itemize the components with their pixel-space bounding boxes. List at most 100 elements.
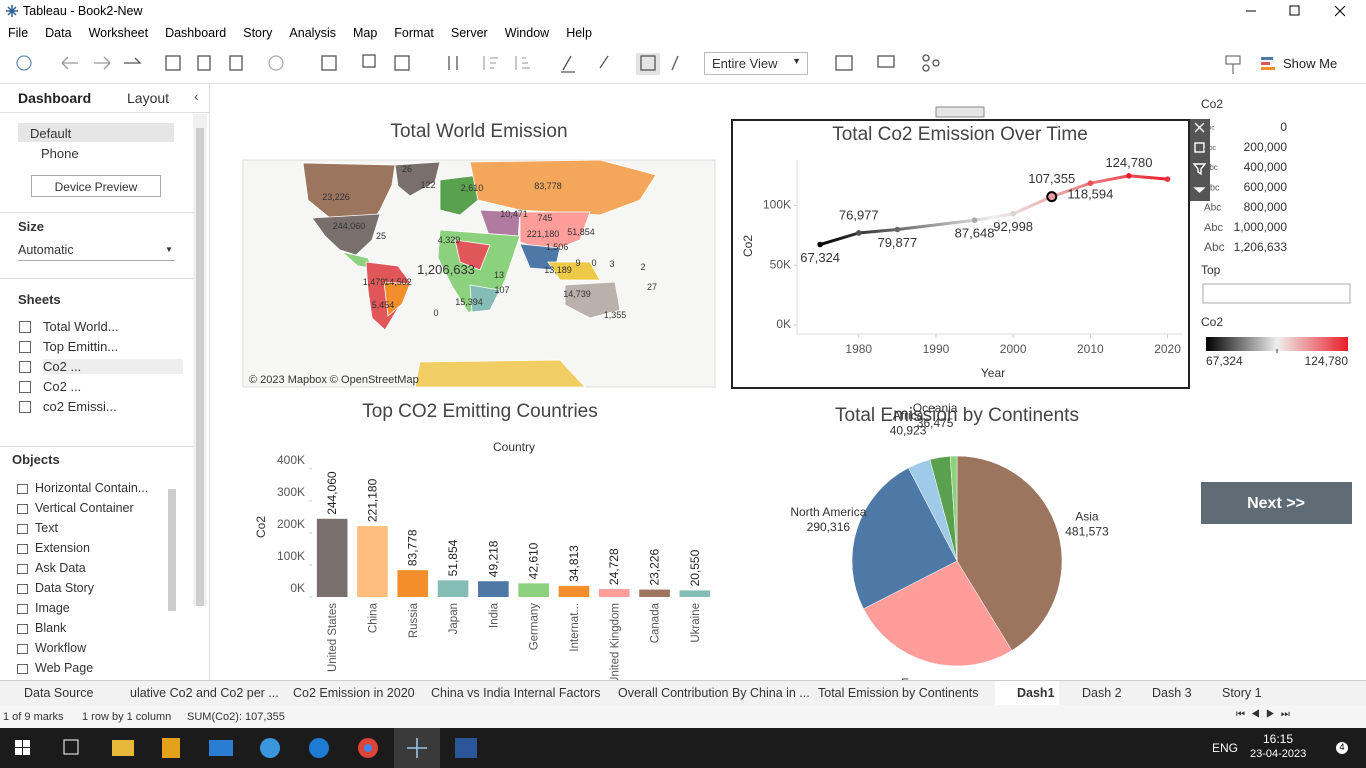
sheet-tab[interactable]: Overall Contribution By China in ... (618, 686, 810, 700)
window-controls[interactable] (1236, 0, 1366, 22)
panel-tab[interactable]: Layout (127, 90, 170, 106)
x-tick-label: China (367, 602, 379, 633)
menu-item[interactable]: Dashboard (165, 26, 227, 40)
objects-heading: Objects (12, 452, 60, 467)
menu-item[interactable]: Server (450, 26, 488, 40)
sheet-tabs: Data Source ulative Co2 and Co2 per ... Co… (0, 680, 1366, 705)
object-item[interactable]: Horizontal Contain... (35, 481, 149, 495)
taskbar-icons[interactable] (0, 728, 520, 768)
next-button[interactable] (1201, 482, 1352, 524)
section-divider (0, 278, 193, 279)
menu-item[interactable]: File (8, 26, 29, 40)
menu-item[interactable]: Map (352, 26, 378, 40)
menu-item[interactable]: Worksheet (88, 26, 149, 40)
slice-value: 40,923 (890, 423, 927, 437)
object-item[interactable]: Data Story (35, 581, 95, 595)
sheet-tab[interactable]: Data Source (24, 686, 94, 700)
sheet-item[interactable]: Co2 ... (43, 379, 82, 394)
sheet-item[interactable]: Total World... (43, 319, 119, 334)
object-item[interactable]: Web Page (35, 661, 94, 675)
x-tick-label: 2020 (1154, 342, 1181, 356)
bar (397, 570, 429, 597)
next-button-label[interactable]: Next >> (1247, 495, 1305, 512)
x-tick-label: 1990 (923, 342, 950, 356)
show-me-icon[interactable] (1260, 55, 1278, 73)
toolbar-icons[interactable] (0, 44, 700, 84)
line-point (1010, 211, 1016, 217)
container-toolbar[interactable] (1190, 119, 1210, 201)
filter-title: Top (1201, 263, 1221, 277)
sheet-item[interactable]: Top Emittin... (43, 339, 119, 354)
size-label: 600,000 (1244, 180, 1288, 194)
sheet-item[interactable]: Co2 ... (43, 359, 183, 374)
page-nav[interactable]: ⏮◀▶⏭ (1236, 709, 1296, 720)
map-label: 1,355 (604, 310, 627, 320)
y-tick-label: 400K (277, 453, 305, 467)
y-tick-label: 300K (277, 485, 305, 499)
object-item[interactable]: Image (35, 601, 70, 615)
sheet-tab[interactable]: Story 1 (1222, 686, 1262, 700)
sheet-tab[interactable]: Dash 2 (1082, 686, 1122, 700)
bar (357, 526, 388, 597)
pie-slice (949, 455, 958, 562)
sheet-tab[interactable]: Dash 3 (1152, 686, 1192, 700)
scroll-thumb[interactable] (196, 128, 204, 606)
menu-item[interactable]: Window (504, 26, 550, 40)
device-item[interactable]: Default (18, 123, 174, 142)
object-item[interactable]: Ask Data (35, 561, 86, 575)
chart-title: Top CO2 Emitting Countries (362, 401, 598, 422)
device-item[interactable]: Phone (41, 146, 79, 161)
clock-date[interactable]: 23-04-2023 (1250, 748, 1307, 760)
object-item[interactable]: Text (35, 521, 58, 535)
sheet-tab[interactable]: Co2 Emission in 2020 (293, 686, 415, 700)
notification-count[interactable]: 4 (1336, 742, 1348, 754)
object-item[interactable]: Vertical Container (35, 501, 134, 515)
value-label: 107,355 (1028, 171, 1075, 186)
menu-item[interactable]: Analysis (289, 26, 336, 40)
clock-time[interactable]: 16:15 (1262, 732, 1294, 746)
container-icons[interactable] (1192, 122, 1207, 193)
object-item[interactable]: Extension (35, 541, 90, 555)
object-item[interactable]: Blank (35, 621, 67, 635)
fit-dropdown[interactable]: Entire View ▼ (704, 52, 808, 75)
menu-item[interactable]: Help (566, 26, 592, 40)
app-icon (6, 5, 18, 17)
bar (518, 583, 549, 597)
show-me[interactable]: Show Me (1283, 56, 1338, 71)
map-label: 83,778 (534, 181, 562, 191)
sheet-tab[interactable]: China vs India Internal Factors (431, 686, 601, 700)
window-title: Tableau - Book2-New (23, 4, 143, 18)
bar (558, 585, 590, 597)
sheet-tab[interactable]: Total Emission by Continents (818, 686, 979, 700)
map-label: 25 (376, 231, 386, 241)
top-input[interactable] (1202, 283, 1351, 304)
line-point (894, 226, 901, 233)
y-tick-label: 50K (770, 257, 791, 271)
sheet-tab[interactable]: Dash1 (995, 681, 1059, 705)
sheet-tab[interactable]: ulative Co2 and Co2 per ... (130, 686, 279, 700)
menu-item[interactable]: Data (45, 26, 72, 40)
value-label: 221,180 (365, 478, 379, 522)
map-land (302, 159, 657, 388)
language[interactable]: ENG (1212, 741, 1239, 755)
object-icon (17, 524, 28, 534)
chart-title: Total Emission by Continents (835, 405, 1079, 426)
value-label: 87,648 (955, 226, 995, 241)
scroll-thumb[interactable] (168, 489, 176, 611)
panel-tab[interactable]: Dashboard (18, 90, 92, 106)
object-item[interactable]: Workflow (35, 641, 87, 655)
slice-value: 290,316 (807, 520, 851, 534)
device-preview-button[interactable]: Device Preview (31, 175, 161, 197)
x-tick-label: Canada (650, 602, 662, 643)
menu-item[interactable]: Format (394, 26, 434, 40)
toolbar-icons-2[interactable] (830, 44, 950, 84)
drag-handle[interactable] (935, 106, 985, 118)
menu-item[interactable]: Story (243, 26, 273, 40)
pin-icon[interactable] (1222, 52, 1244, 76)
size-dropdown[interactable]: Automatic (18, 243, 175, 261)
sheet-item[interactable]: co2 Emissi... (43, 399, 117, 414)
column-header: Country (493, 440, 535, 454)
collapse-arrow[interactable]: ‹ (194, 88, 199, 104)
map-label: 23,226 (322, 192, 350, 202)
line-point (855, 230, 862, 236)
